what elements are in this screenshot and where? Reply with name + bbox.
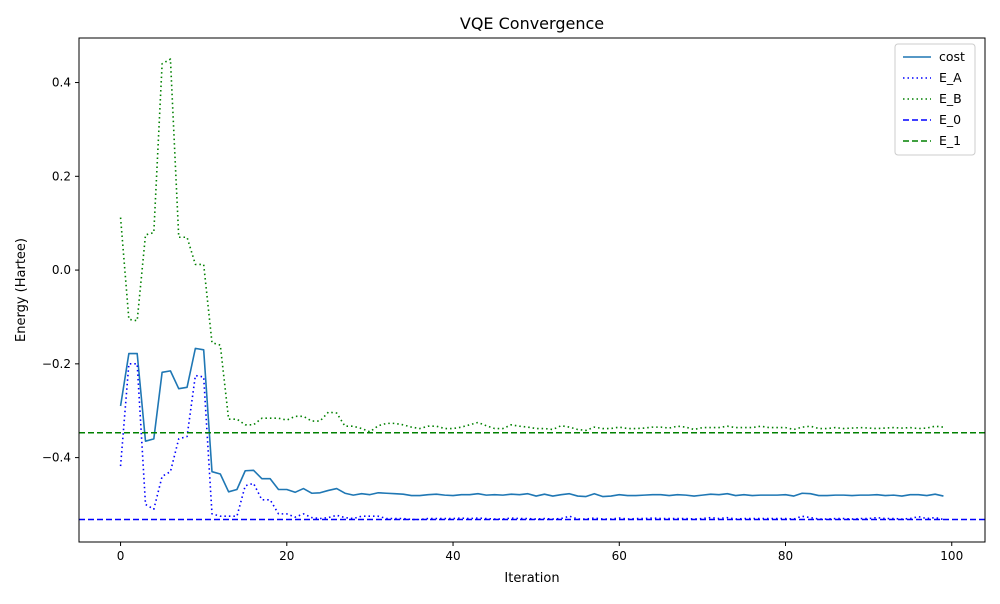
- chart-title: VQE Convergence: [460, 14, 604, 33]
- legend-label: cost: [939, 49, 965, 64]
- plot-frame: [78, 37, 986, 543]
- series-line-cost: [119, 347, 944, 498]
- y-tick-label: 0.0: [52, 263, 71, 277]
- y-tick-label: 0.2: [52, 169, 71, 183]
- x-tick-label: 100: [940, 549, 963, 563]
- series-layer: [79, 58, 985, 521]
- legend-label: E_A: [939, 70, 962, 85]
- legend-box: [894, 43, 976, 156]
- y-tick-label: −0.2: [42, 357, 71, 371]
- legend-label: E_0: [939, 112, 961, 127]
- series-line-e-b: [119, 58, 944, 433]
- legend: cost E_A E_B E_0 E_1: [894, 43, 976, 156]
- y-tick-label: −0.4: [42, 451, 71, 465]
- y-axis-label: Energy (Hartee): [14, 238, 29, 342]
- x-tick-label: 0: [117, 549, 125, 563]
- x-tick-label: 60: [612, 549, 627, 563]
- x-tick-label: 20: [279, 549, 294, 563]
- x-tick-label: 80: [778, 549, 793, 563]
- legend-label: E_B: [939, 91, 962, 106]
- legend-label: E_1: [939, 133, 961, 148]
- x-axis-label: Iteration: [504, 571, 559, 586]
- ticks-layer: 0 20 40 60 80 100 −0.4 −0.2 0.0 0.2 0.4: [42, 76, 963, 563]
- x-tick-label: 40: [445, 549, 460, 563]
- y-tick-label: 0.4: [52, 76, 71, 90]
